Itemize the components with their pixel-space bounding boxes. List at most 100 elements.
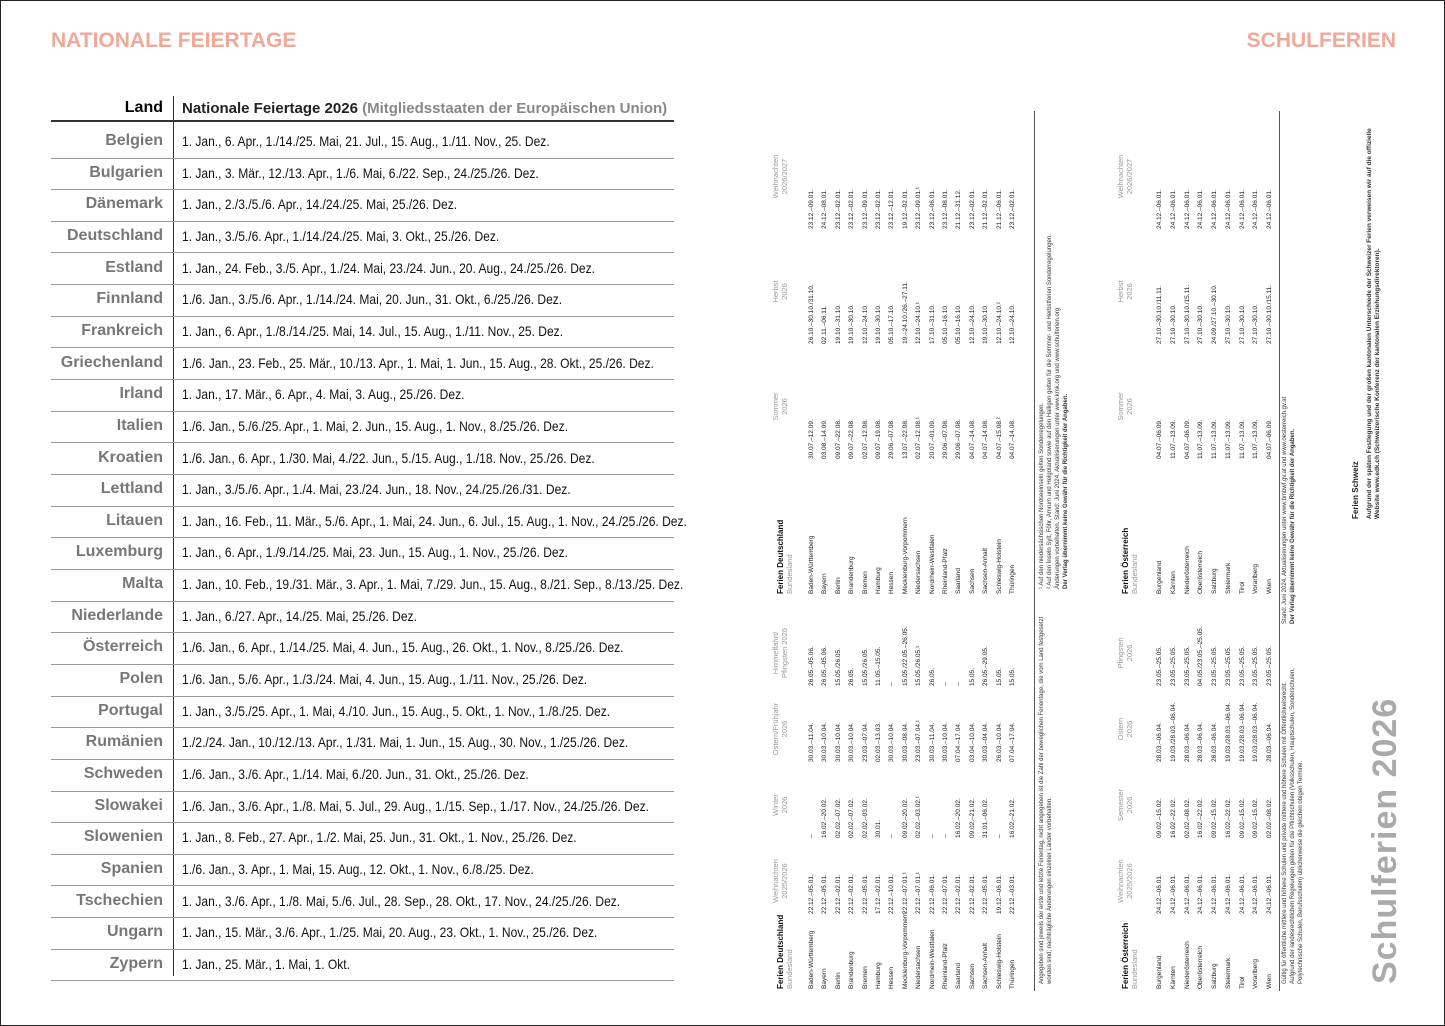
column-header: Pfingsten 2026 — [780, 627, 789, 679]
holiday-period: 12.10.–24.10. — [968, 304, 976, 344]
state: Wien — [1266, 579, 1273, 594]
holiday-period: 30.03.–11.04. — [808, 722, 815, 762]
holiday-period: 16.02.–21.02. — [1009, 798, 1016, 838]
holiday-period: 24.12.–08.01. — [821, 189, 829, 229]
holiday-period: 30.03.–11.04. — [928, 722, 936, 762]
column-header: 2026 — [780, 283, 789, 300]
holiday-period: 23.12.–08.01. — [942, 189, 949, 229]
column-header: Weihnachten — [1116, 154, 1125, 199]
holiday-period: 02.02.–08.02. — [1183, 798, 1191, 838]
row-rule — [51, 474, 674, 475]
holiday-period: 07.04.–17.04. — [1009, 722, 1016, 762]
holiday-dates: 1./6. Jan., 6. Apr., 1./30. Mai, 4./22. … — [182, 449, 595, 466]
holiday-period: 21.12.–06.01. — [995, 189, 1003, 229]
holiday-period: 09.02.–15.02. — [1252, 798, 1260, 838]
holiday-dates: 1. Jan., 3./6. Apr., 1./8. Mai, 5./6. Ju… — [182, 892, 621, 909]
footnote: Änderungen vorbehalten. Stand: Juni 2024… — [1055, 307, 1061, 589]
state: Saarland — [955, 962, 963, 989]
column-header: Himmelfahrt/ — [771, 631, 780, 675]
holiday-period: 23.12.–09.01.¹ — [915, 187, 923, 229]
footnote: Gültig für öffentliche mittlere und höhe… — [1282, 682, 1288, 984]
holiday-period: 09.02.–15.02. — [1238, 798, 1246, 838]
holiday-dates: 1. Jan., 8. Feb., 27. Apr., 1./2. Mai, 2… — [182, 829, 577, 846]
table-title: Ferien Deutschland — [776, 914, 785, 989]
state: Niederösterreich — [1183, 546, 1191, 594]
holiday-period: 04.07.–06.09. — [1266, 419, 1273, 459]
holiday-period: 24.12.–06.01. — [1238, 874, 1246, 914]
holiday-period: 22.12.–02.01. — [848, 874, 856, 914]
holiday-period: 09.02.–15.02. — [1211, 798, 1218, 838]
rule — [1279, 111, 1280, 991]
holiday-period: 02.02.–07.02. — [834, 798, 842, 838]
column-header: 2026 — [1125, 398, 1134, 415]
holiday-period: 19.10.–30.10. — [982, 304, 990, 344]
country: Portugal — [98, 701, 163, 719]
row-rule — [51, 663, 674, 665]
country: Rumänien — [85, 733, 163, 751]
row-rule — [51, 220, 674, 222]
holiday-period: 26.05.–29.05. — [982, 646, 990, 686]
holiday-period: 24.12.–06.01. — [1224, 189, 1232, 229]
state: Wien — [1266, 974, 1273, 989]
column-header: Ostern — [1116, 717, 1125, 741]
state: Brandenburg — [848, 556, 856, 594]
row-rule — [51, 379, 674, 381]
holiday-dates: 1. Jan., 16. Feb., 11. Mär., 5./6. Apr.,… — [182, 512, 687, 529]
holiday-period: 19.03./28.03.–06.04. — [1224, 702, 1232, 762]
state: Niedersachsen — [915, 550, 923, 594]
state: Hessen — [888, 571, 896, 594]
state: Steiermark — [1224, 957, 1232, 989]
state: Oberösterreich — [1197, 946, 1205, 989]
column-header: Sommer — [1116, 392, 1125, 421]
country: Deutschland — [66, 226, 163, 244]
row-rule — [51, 853, 674, 855]
footnote: Aufgrund der landesrechtlichen Regelunge… — [1290, 668, 1304, 984]
holiday-period: 24.12.–06.01. — [1252, 874, 1260, 914]
holiday-period: 24.12.–06.01. — [1183, 189, 1191, 229]
holiday-period: 28.03.–06.04. — [1266, 722, 1273, 762]
row-rule — [51, 189, 674, 191]
state: Niederösterreich — [1183, 941, 1191, 989]
row-rule — [51, 695, 674, 697]
holiday-period: – — [942, 682, 949, 686]
holiday-period: 22.12.–10.01. — [888, 874, 896, 914]
holiday-period: 19.12.–06.01. — [995, 874, 1003, 914]
holiday-period: 23.03.–07.04. — [861, 722, 869, 762]
holiday-period: 19.–24.10./26.–27.11. — [901, 281, 909, 344]
state: Schleswig-Holstein — [995, 934, 1003, 989]
holiday-period: 26.05.–05.06. — [808, 646, 815, 686]
column-header: 2026 — [1125, 720, 1134, 738]
switzerland-text: Aufgrund der späten Festlegung und der g… — [1366, 128, 1381, 519]
row-rule — [51, 315, 674, 317]
holiday-period: – — [888, 834, 896, 838]
row-rule — [51, 410, 674, 412]
holiday-period: 26.05.–05.06. — [821, 646, 829, 686]
holiday-period: 04.05./23.05.–25.05. — [1197, 626, 1205, 686]
holiday-period: 23.05.–25.05. — [1238, 646, 1246, 686]
holiday-period: 24.12.–06.01. — [1156, 874, 1163, 914]
holiday-period: 24.12.–06.01. — [1197, 874, 1205, 914]
holiday-period: 22.12.–05.01. — [861, 874, 869, 914]
holiday-period: 23.05.–25.05. — [1211, 646, 1218, 686]
holiday-period: 15.05./26.05. — [834, 648, 842, 686]
holiday-period: 16.02.–22.02. — [1224, 798, 1232, 838]
row-rule — [51, 980, 674, 982]
col-note: (Mitgliedsstaaten der Europäischen Union… — [362, 100, 668, 117]
country: Ungarn — [107, 923, 163, 941]
state: Kärnten — [1169, 966, 1177, 989]
holiday-dates: 1. Jan., 3. Mär., 12./13. Apr., 1./6. Ma… — [182, 164, 539, 181]
state: Thüringen — [1009, 959, 1016, 989]
country: Bulgarien — [89, 163, 163, 181]
holiday-period: 15.05. — [1009, 667, 1016, 686]
state: Bayern — [821, 573, 829, 594]
holiday-period: 24.12.–06.01. — [1156, 189, 1163, 229]
holiday-period: 23.03.–07.04.¹ — [915, 720, 923, 762]
row-rule — [51, 727, 674, 729]
holiday-period: 24.12.–06.01. — [1211, 189, 1218, 229]
holiday-period: 28.03.–06.04. — [1197, 722, 1205, 762]
row-rule — [51, 442, 674, 444]
holiday-period: 07.04.–17.04. — [955, 722, 963, 762]
holiday-period: 23.05.–25.05. — [1156, 646, 1163, 686]
holiday-period: 30.03.–10.04. — [848, 722, 856, 762]
